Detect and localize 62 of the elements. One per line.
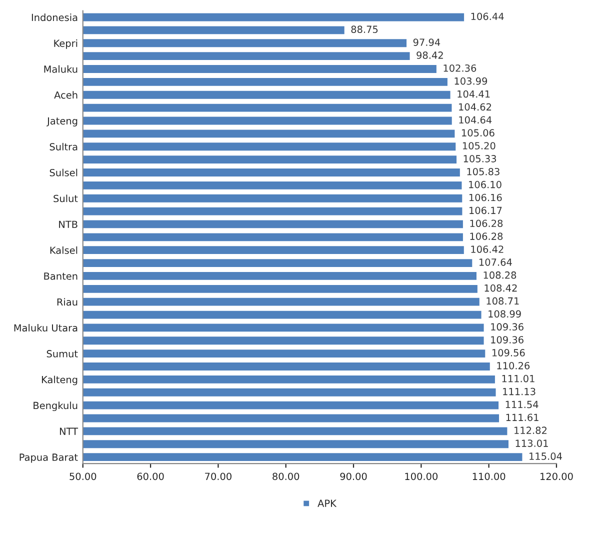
y-tick-label: Kalteng <box>42 376 78 386</box>
data-label: 108.99 <box>488 310 521 318</box>
y-tick-label: Indonesia <box>32 14 78 22</box>
x-tick-label: 60.00 <box>137 472 164 480</box>
data-label: 106.16 <box>469 194 502 202</box>
data-label: 107.64 <box>479 258 512 266</box>
data-label: 109.36 <box>491 336 524 344</box>
x-tick-label: 100.00 <box>405 472 438 480</box>
x-tick-label: 80.00 <box>272 472 300 480</box>
data-label: 109.56 <box>492 349 525 356</box>
data-label: 104.62 <box>459 103 492 111</box>
data-label: 111.13 <box>503 388 536 396</box>
data-label: 105.20 <box>462 142 496 150</box>
data-label: 115.04 <box>530 452 562 460</box>
x-tick-label: 50.00 <box>70 472 96 480</box>
data-label: 106.44 <box>471 12 504 20</box>
data-label: 111.61 <box>506 414 538 422</box>
y-tick-label: Banten <box>44 272 78 280</box>
x-tick-label: 90.00 <box>340 472 367 480</box>
y-tick-label: NTB <box>59 220 78 228</box>
y-tick-label: Maluku Utara <box>14 324 78 332</box>
data-label: 109.36 <box>491 323 524 331</box>
y-tick-label: Papua Barat <box>20 454 78 463</box>
data-label: 106.17 <box>470 206 502 214</box>
data-label: 106.28 <box>470 232 503 240</box>
data-label: 106.42 <box>471 246 504 253</box>
y-tick-label: Sulsel <box>50 168 78 176</box>
data-label: 108.71 <box>486 297 519 305</box>
y-tick-label: Kepri <box>54 39 78 49</box>
data-label: 105.33 <box>464 155 496 162</box>
legend-label: APK <box>318 500 337 507</box>
data-label: 104.41 <box>458 90 490 98</box>
data-label: 88.75 <box>351 26 378 34</box>
data-label: 104.64 <box>459 116 492 124</box>
data-label: 108.42 <box>484 284 517 292</box>
data-label: 112.82 <box>514 426 547 434</box>
y-tick-label: NTT <box>60 428 78 435</box>
data-label: 105.06 <box>462 129 494 136</box>
y-tick-label: Aceh <box>54 91 78 99</box>
data-label: 111.54 <box>506 400 538 408</box>
data-label: 105.83 <box>467 168 500 176</box>
y-tick-label: Sulut <box>54 194 78 202</box>
data-label: 110.26 <box>497 362 530 370</box>
y-tick-label: Maluku <box>44 65 78 73</box>
x-tick-label: 120.00 <box>540 472 573 480</box>
y-tick-label: Riau <box>57 298 78 306</box>
y-tick-label: Kalsel <box>50 246 78 254</box>
data-label: 113.01 <box>516 440 548 447</box>
data-label: 98.42 <box>416 52 443 59</box>
data-label: 103.99 <box>454 77 488 85</box>
y-tick-label: Jateng <box>46 117 78 126</box>
x-tick-label: 70.00 <box>205 472 232 480</box>
data-label: 102.36 <box>444 64 476 72</box>
data-label: 108.28 <box>484 271 516 279</box>
y-tick-label: Bengkulu <box>34 402 78 412</box>
data-label: 111.01 <box>502 374 534 382</box>
data-label: 106.10 <box>469 180 502 188</box>
x-tick-label: 110.00 <box>472 472 506 480</box>
data-label: 97.94 <box>413 38 440 46</box>
y-tick-label: Sultra <box>50 142 78 150</box>
data-label: 106.28 <box>470 220 503 228</box>
y-tick-label: Sumut <box>46 350 78 358</box>
